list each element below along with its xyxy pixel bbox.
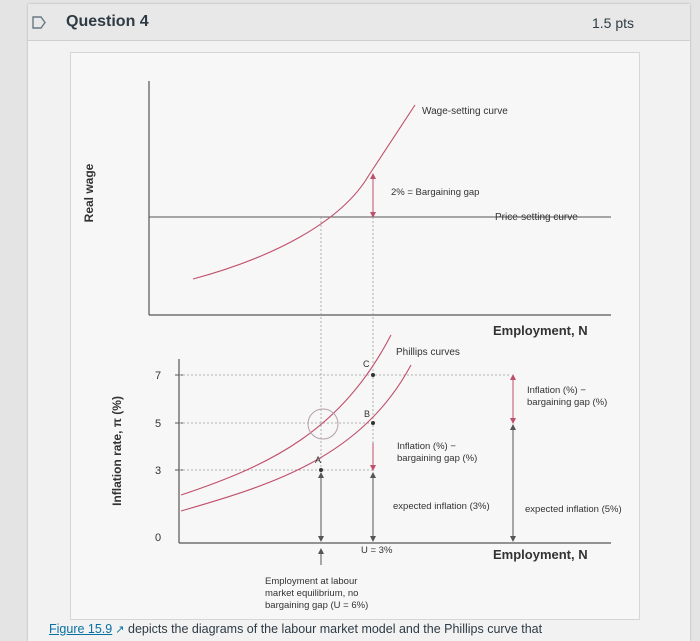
link-icon: ↗: [112, 624, 125, 636]
phillips-label: Phillips curves: [396, 347, 460, 358]
bottom-y-label: Inflation rate, π (%): [110, 396, 124, 506]
gap-arrow-head-up: [370, 173, 376, 179]
u-label: U = 3%: [361, 545, 393, 556]
infl-gap-left-line2: bargaining gap (%): [397, 453, 477, 464]
wage-setting-curve: [192, 104, 416, 280]
question-header: Question 4 1.5 pts: [28, 4, 690, 41]
emp-eq-line1: Employment at labour: [265, 576, 357, 587]
gap-label: 2% = Bargaining gap: [391, 187, 479, 198]
expected-3-head-down: [370, 536, 376, 542]
emp-eq-line3: bargaining gap (U = 6%): [265, 600, 368, 611]
tick-label-0: 0: [155, 532, 161, 544]
infl-gap-right-line2: bargaining gap (%): [527, 397, 607, 408]
infl-gap-right-line1: Inflation (%) −: [527, 385, 586, 396]
expected-3-label: expected inflation (3%): [393, 501, 490, 512]
point-a: [319, 468, 323, 472]
gap-arrow-head-down: [370, 212, 376, 218]
question-points: 1.5 pts: [591, 15, 634, 31]
expected-3-head-up: [370, 472, 376, 478]
infl-gap-right-head-down: [510, 418, 516, 424]
expected-5-head-up: [510, 424, 516, 430]
point-b: [371, 421, 375, 425]
point-c: [371, 373, 375, 377]
tick-label-3: 3: [155, 465, 161, 477]
top-y-label: Real wage: [82, 163, 96, 222]
point-c-label: C: [363, 359, 370, 369]
equilibrium-circle: [307, 408, 339, 440]
figure-link[interactable]: Figure 15.9: [49, 622, 113, 636]
tick-label-5: 5: [155, 418, 161, 430]
a-drop-head-down: [318, 536, 324, 542]
emp-eq-head: [318, 548, 324, 554]
top-x-label: Employment, N: [493, 323, 588, 338]
a-drop-head-up: [318, 472, 324, 478]
bottom-x-label: Employment, N: [493, 547, 588, 562]
expected-5-label: expected inflation (5%): [525, 504, 622, 515]
infl-gap-left-head: [370, 465, 376, 471]
phillips-curve-high: [180, 334, 392, 496]
caption-text: depicts the diagrams of the labour marke…: [124, 622, 543, 636]
point-a-label: A: [315, 455, 321, 465]
economics-diagram: Real wage Employment, N Price-setting cu…: [82, 81, 622, 611]
tick-label-7: 7: [155, 370, 161, 382]
question-title: Question 4: [66, 13, 149, 30]
point-b-label: B: [364, 409, 370, 419]
infl-gap-left-line1: Inflation (%) −: [397, 441, 456, 452]
price-setting-label: Price-setting curve: [495, 212, 578, 223]
infl-gap-right-head-up: [510, 374, 516, 380]
question-card: Question 4 1.5 pts Real wage Employment,…: [28, 4, 690, 641]
wage-setting-label: Wage-setting curve: [422, 106, 508, 117]
emp-eq-line2: market equilibrium, no: [265, 588, 358, 599]
expected-5-head-down: [510, 536, 516, 542]
question-caption: Figure 15.9 ↗ depicts the diagrams of th…: [49, 622, 542, 636]
economics-figure: Real wage Employment, N Price-setting cu…: [70, 52, 640, 620]
phillips-curve-low: [180, 364, 412, 512]
flag-icon[interactable]: [32, 16, 46, 29]
